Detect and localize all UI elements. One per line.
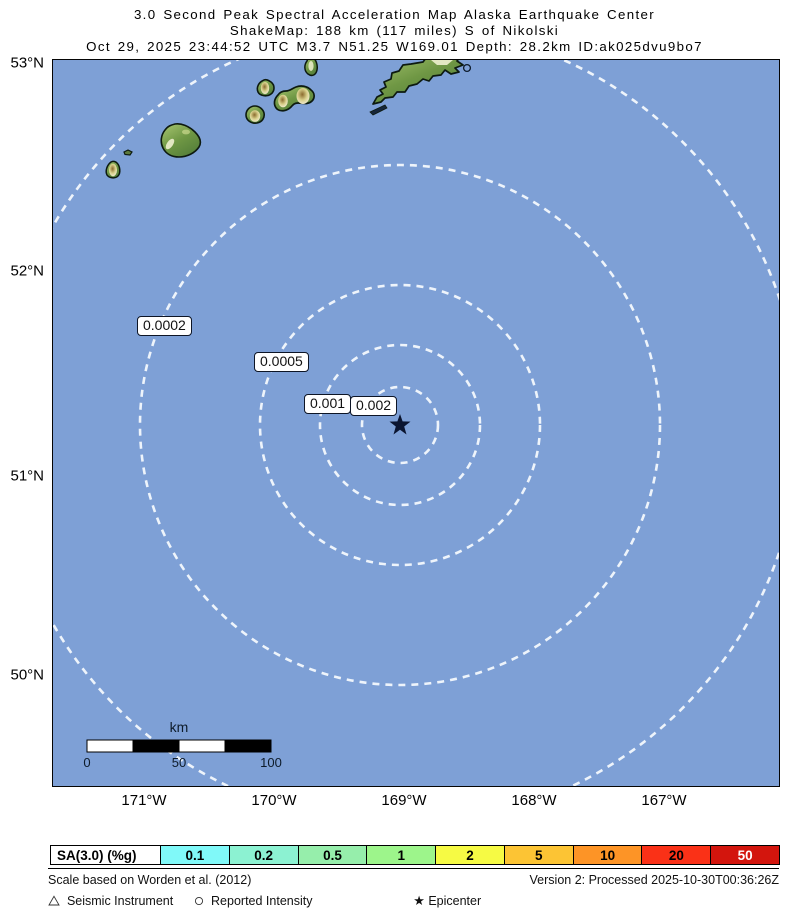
svg-text:0: 0 <box>83 755 90 770</box>
svg-text:100: 100 <box>260 755 282 770</box>
svg-text:50: 50 <box>172 755 186 770</box>
svg-text:km: km <box>170 719 189 735</box>
